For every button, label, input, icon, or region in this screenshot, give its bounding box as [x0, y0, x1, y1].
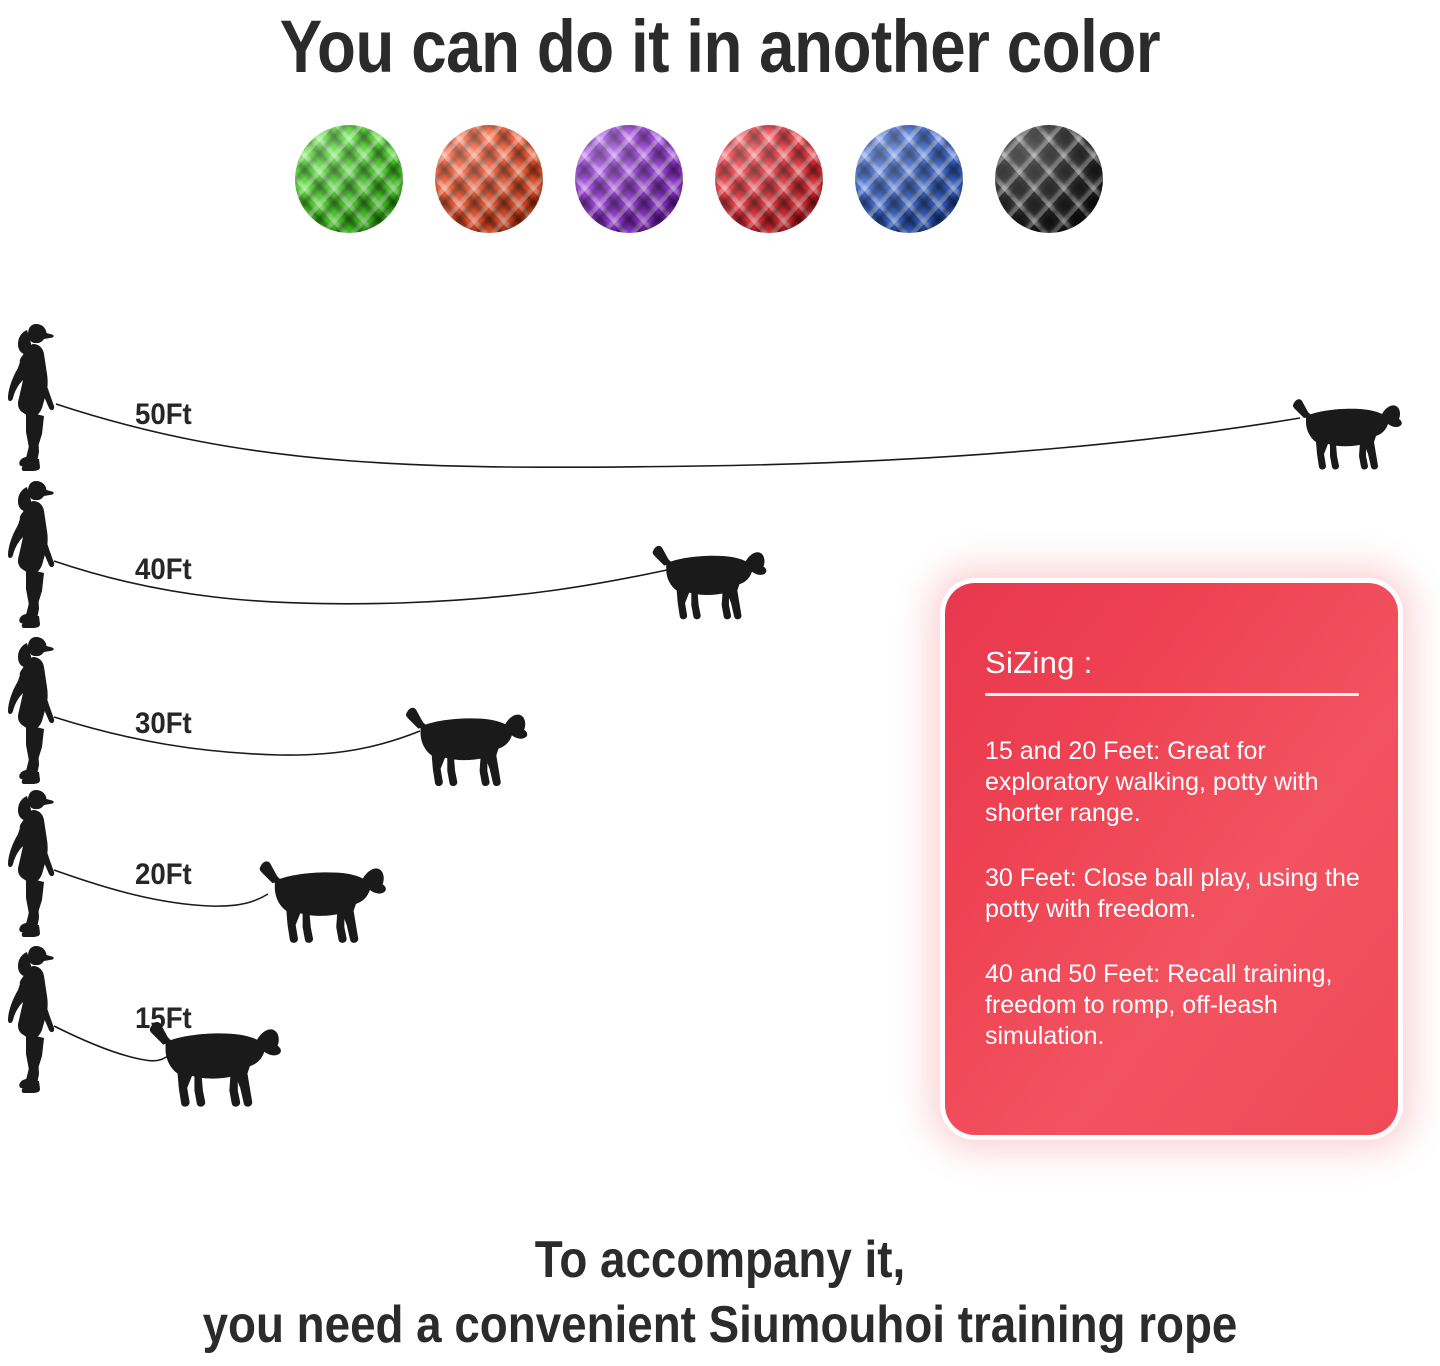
dog-silhouette-icon [259, 861, 386, 943]
page-title: You can do it in another color [279, 5, 1161, 88]
rope-weave-icon [435, 125, 543, 233]
rope-weave-icon [295, 125, 403, 233]
sizing-body: 15 and 20 Feet: Great for exploratory wa… [985, 736, 1360, 1052]
swatch-base-blue [855, 125, 963, 233]
swatch-shading [995, 125, 1103, 233]
color-swatch-black[interactable] [995, 125, 1103, 233]
swatch-shading [435, 125, 543, 233]
rope-weave-icon [435, 125, 543, 233]
leash-label-50ft: 50Ft [135, 398, 192, 431]
sizing-title: SiZing : [985, 645, 1093, 680]
rope-line [55, 403, 1301, 469]
leash-row-20ft: 20Ft [0, 784, 1440, 943]
swatch-base-orange [435, 125, 543, 233]
rope-weave-icon [715, 125, 823, 233]
rope-line [53, 716, 421, 756]
swatch-base-green [295, 125, 403, 233]
leash-row-30ft: 30Ft [0, 631, 1440, 787]
leash-row-50ft: 50Ft [0, 318, 1440, 473]
color-swatch-red[interactable] [715, 125, 823, 233]
color-swatch-orange[interactable] [435, 125, 543, 233]
dog-silhouette-icon [1292, 399, 1402, 470]
leash-label-20ft: 20Ft [135, 858, 192, 891]
color-swatch-row [295, 124, 1103, 234]
sizing-divider [985, 693, 1359, 696]
swatch-shading [295, 125, 403, 233]
leash-row-15ft: 15Ft [0, 940, 1440, 1107]
sizing-card: SiZing : 15 and 20 Feet: Great for explo… [945, 583, 1398, 1135]
sizing-paragraph-3: 40 and 50 Feet: Recall training, freedom… [985, 960, 1333, 1050]
leash-length-diagram: 50Ft 40Ft [0, 318, 1440, 1128]
rope-weave-icon [575, 125, 683, 233]
footer-tagline: To accompany it, you need a convenient S… [86, 1228, 1353, 1358]
footer-line-2: you need a convenient Siumouhoi training… [202, 1296, 1238, 1354]
person-walking-icon [8, 481, 55, 628]
color-swatch-purple[interactable] [575, 125, 683, 233]
swatch-shading [575, 125, 683, 233]
rope-weave-icon [995, 125, 1103, 233]
leash-label-40ft: 40Ft [135, 553, 192, 586]
color-swatch-green[interactable] [295, 125, 403, 233]
swatch-base-purple [575, 125, 683, 233]
rope-weave-icon [855, 125, 963, 233]
person-walking-icon [8, 790, 55, 937]
sizing-paragraph-2: 30 Feet: Close ball play, using the pott… [985, 864, 1360, 923]
rope-weave-icon [715, 125, 823, 233]
rope-weave-icon [575, 125, 683, 233]
swatch-base-red [715, 125, 823, 233]
dog-silhouette-icon [406, 707, 528, 787]
swatch-shading [855, 125, 963, 233]
rope-line [53, 869, 269, 907]
person-walking-icon [8, 637, 55, 784]
leash-row-40ft: 40Ft [0, 475, 1440, 630]
color-swatch-blue[interactable] [855, 125, 963, 233]
dog-silhouette-icon [149, 1021, 281, 1107]
person-walking-icon [8, 324, 55, 471]
swatch-base-black [995, 125, 1103, 233]
rope-weave-icon [295, 125, 403, 233]
dog-silhouette-icon [652, 545, 767, 620]
swatch-shading [715, 125, 823, 233]
rope-weave-icon [995, 125, 1103, 233]
leash-label-30ft: 30Ft [135, 707, 192, 740]
footer-line-1: To accompany it, [534, 1231, 906, 1289]
sizing-paragraph-1: 15 and 20 Feet: Great for exploratory wa… [985, 737, 1319, 827]
rope-line [53, 560, 691, 605]
rope-line [53, 1025, 169, 1062]
person-walking-icon [8, 946, 55, 1093]
rope-weave-icon [855, 125, 963, 233]
